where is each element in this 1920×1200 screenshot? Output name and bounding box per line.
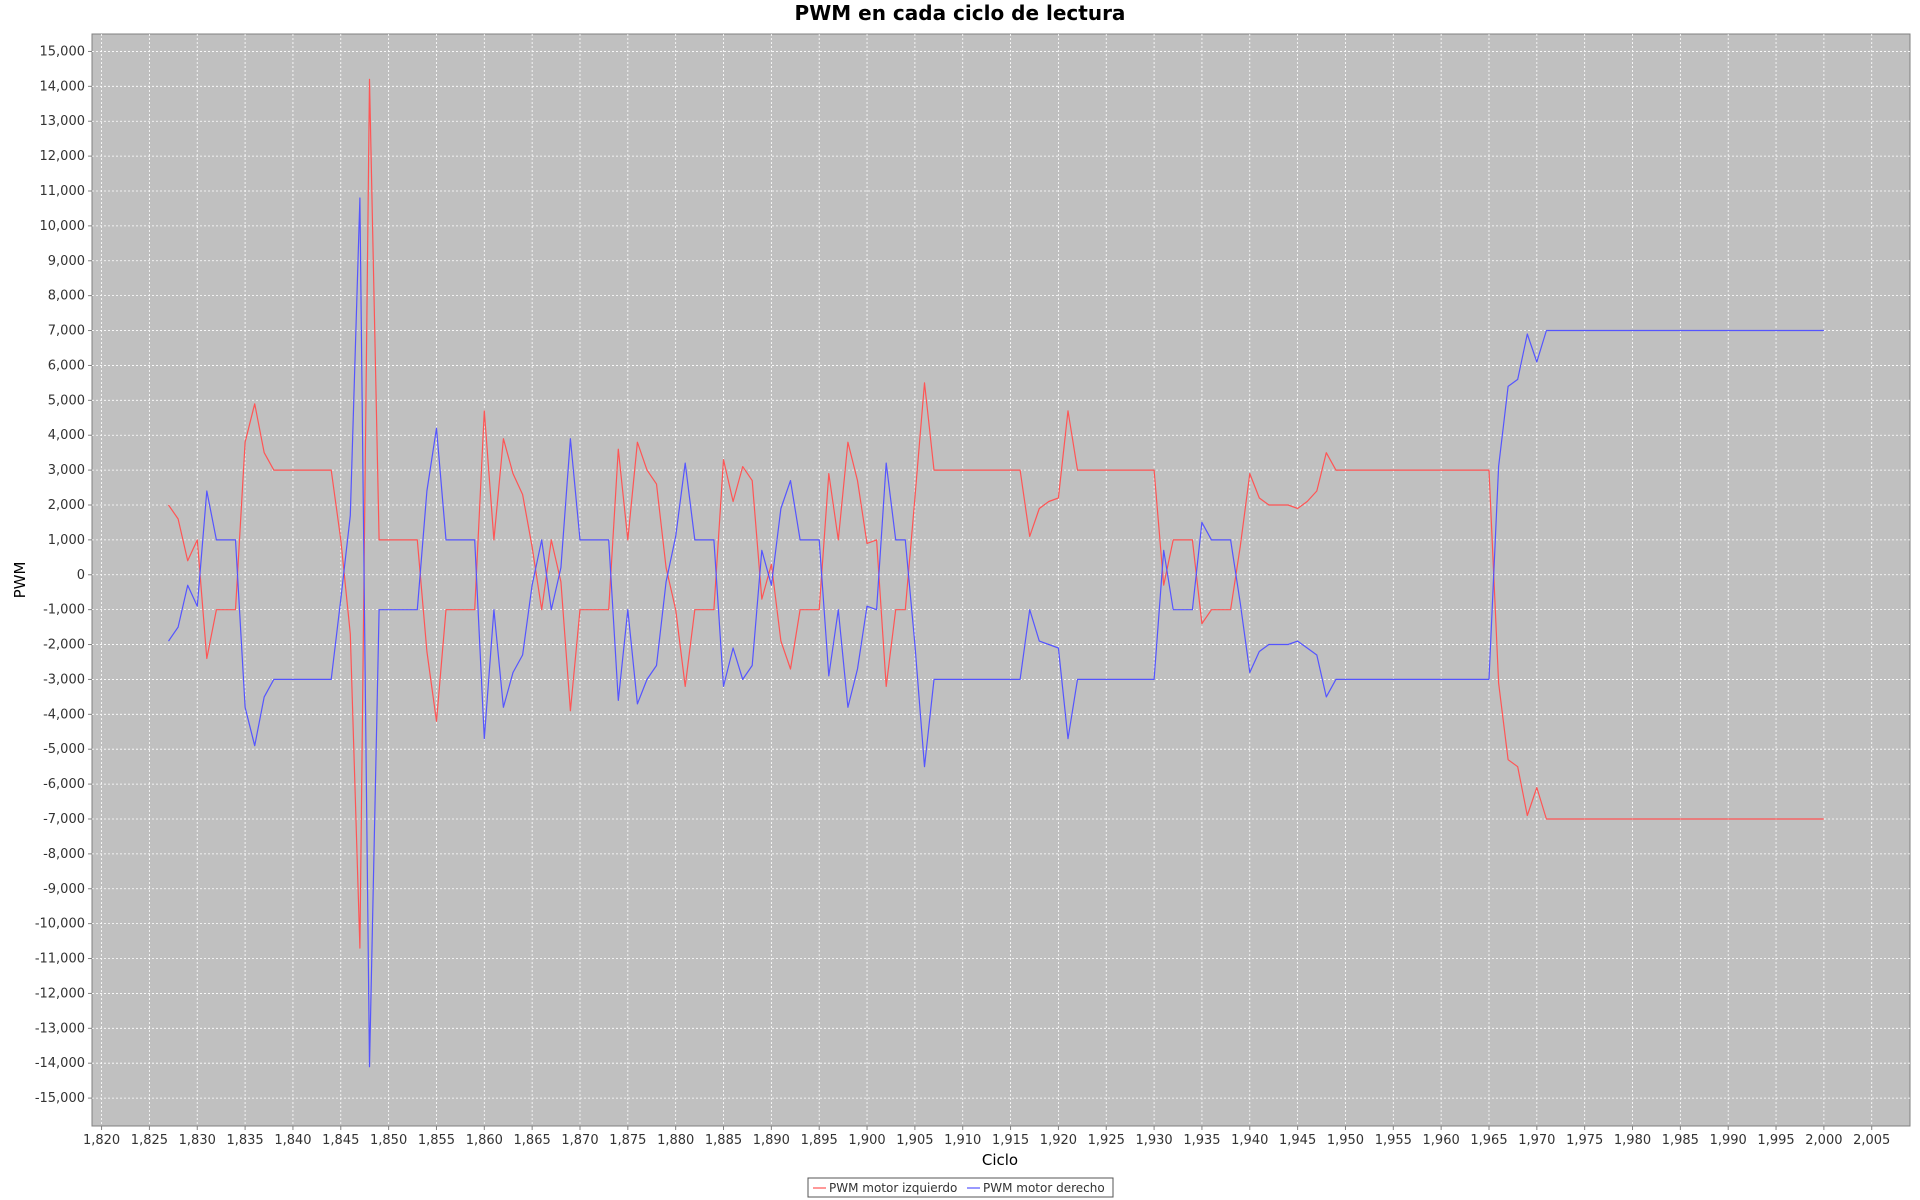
x-tick-label: 1,930 bbox=[1135, 1133, 1172, 1148]
x-tick-label: 1,945 bbox=[1279, 1133, 1316, 1148]
y-tick-label: -15,000 bbox=[35, 1091, 85, 1106]
y-tick-label: -4,000 bbox=[43, 707, 85, 722]
series-lines bbox=[168, 78, 1824, 1068]
plot-area bbox=[91, 33, 1911, 1127]
y-tick-label: 0 bbox=[77, 568, 85, 583]
x-tick-label: 1,845 bbox=[322, 1133, 359, 1148]
y-tick-label: 13,000 bbox=[40, 114, 86, 129]
x-tick-label: 1,890 bbox=[753, 1133, 790, 1148]
x-tick-label: 1,850 bbox=[370, 1133, 407, 1148]
y-tick-label: -3,000 bbox=[43, 672, 85, 687]
x-tick-label: 1,865 bbox=[514, 1133, 551, 1148]
y-tick-label: -9,000 bbox=[43, 882, 85, 897]
y-tick-label: -2,000 bbox=[43, 638, 85, 653]
x-tick-label: 1,855 bbox=[418, 1133, 455, 1148]
y-tick-label: -14,000 bbox=[35, 1056, 85, 1071]
x-tick-label: 1,940 bbox=[1231, 1133, 1268, 1148]
series-line-1 bbox=[168, 197, 1824, 1068]
x-tick-label: 1,835 bbox=[226, 1133, 263, 1148]
x-tick-label: 1,895 bbox=[801, 1133, 838, 1148]
x-tick-label: 1,980 bbox=[1614, 1133, 1651, 1148]
x-tick-label: 1,970 bbox=[1518, 1133, 1555, 1148]
x-tick-label: 1,820 bbox=[83, 1133, 120, 1148]
legend: PWM motor izquierdo PWM motor derecho bbox=[807, 1177, 1114, 1198]
y-tick-label: -7,000 bbox=[43, 812, 85, 827]
x-tick-label: 2,000 bbox=[1805, 1133, 1842, 1148]
y-tick-label: 9,000 bbox=[48, 254, 85, 269]
x-tick-label: 1,880 bbox=[657, 1133, 694, 1148]
x-tick-label: 1,870 bbox=[561, 1133, 598, 1148]
x-axis-ticks: 1,820 1,825 1,830 1,835 1,840 1,845 1,850 1,855… bbox=[83, 1126, 1890, 1148]
y-tick-label: 11,000 bbox=[40, 184, 86, 199]
y-tick-label: -10,000 bbox=[35, 917, 85, 932]
chart-title: PWM en cada ciclo de lectura bbox=[795, 1, 1126, 25]
x-tick-label: 1,965 bbox=[1470, 1133, 1507, 1148]
y-tick-label: -13,000 bbox=[35, 1021, 85, 1036]
y-tick-label: 15,000 bbox=[40, 44, 86, 59]
y-tick-label: 8,000 bbox=[48, 289, 85, 304]
x-tick-label: 1,955 bbox=[1375, 1133, 1412, 1148]
x-tick-label: 1,950 bbox=[1327, 1133, 1364, 1148]
y-axis-label: PWM bbox=[11, 562, 29, 599]
x-tick-label: 1,925 bbox=[1088, 1133, 1125, 1148]
y-tick-label: -8,000 bbox=[43, 847, 85, 862]
x-tick-label: 1,825 bbox=[131, 1133, 168, 1148]
legend-label-izquierdo: PWM motor izquierdo bbox=[829, 1181, 957, 1195]
x-tick-label: 1,875 bbox=[609, 1133, 646, 1148]
y-tick-label: 6,000 bbox=[48, 358, 85, 373]
x-tick-label: 1,860 bbox=[466, 1133, 503, 1148]
y-tick-label: 4,000 bbox=[48, 428, 85, 443]
y-tick-label: -6,000 bbox=[43, 777, 85, 792]
x-tick-label: 1,885 bbox=[705, 1133, 742, 1148]
x-tick-label: 1,840 bbox=[274, 1133, 311, 1148]
x-axis-label: Ciclo bbox=[982, 1151, 1018, 1169]
x-tick-label: 1,915 bbox=[992, 1133, 1029, 1148]
y-tick-label: -5,000 bbox=[43, 742, 85, 757]
y-axis-ticks: 15,000 14,000 13,000 12,000 11,000 10,000 9,00… bbox=[35, 44, 92, 1106]
x-tick-label: 2,005 bbox=[1853, 1133, 1890, 1148]
x-tick-label: 1,985 bbox=[1662, 1133, 1699, 1148]
x-tick-label: 1,920 bbox=[1040, 1133, 1077, 1148]
y-tick-label: -1,000 bbox=[43, 603, 85, 618]
y-tick-label: 14,000 bbox=[40, 79, 86, 94]
legend-box bbox=[807, 1177, 1114, 1198]
grid-lines bbox=[92, 34, 1910, 1126]
x-tick-label: 1,905 bbox=[896, 1133, 933, 1148]
y-tick-label: 7,000 bbox=[48, 324, 85, 339]
y-tick-label: 2,000 bbox=[48, 498, 85, 513]
x-tick-label: 1,830 bbox=[179, 1133, 216, 1148]
y-tick-label: -11,000 bbox=[35, 952, 85, 967]
y-tick-label: -12,000 bbox=[35, 986, 85, 1001]
x-tick-label: 1,960 bbox=[1423, 1133, 1460, 1148]
legend-label-derecho: PWM motor derecho bbox=[983, 1181, 1105, 1195]
x-tick-label: 1,900 bbox=[848, 1133, 885, 1148]
y-tick-label: 10,000 bbox=[40, 219, 86, 234]
series-line-0 bbox=[168, 78, 1824, 949]
x-tick-label: 1,935 bbox=[1183, 1133, 1220, 1148]
x-tick-label: 1,975 bbox=[1566, 1133, 1603, 1148]
x-tick-label: 1,910 bbox=[944, 1133, 981, 1148]
y-tick-label: 12,000 bbox=[40, 149, 86, 164]
x-tick-label: 1,995 bbox=[1757, 1133, 1794, 1148]
y-tick-label: 5,000 bbox=[48, 393, 85, 408]
y-tick-label: 3,000 bbox=[48, 463, 85, 478]
y-tick-label: 1,000 bbox=[48, 533, 85, 548]
x-tick-label: 1,990 bbox=[1710, 1133, 1747, 1148]
